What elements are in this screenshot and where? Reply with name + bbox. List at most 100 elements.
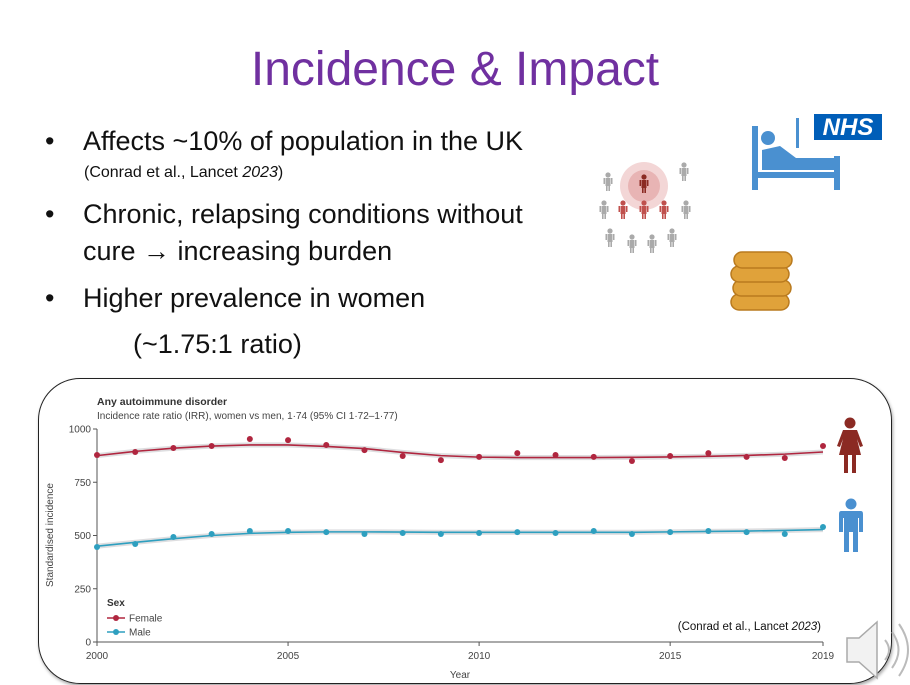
- fit-line-female: [96, 444, 824, 459]
- citation-part: ): [817, 621, 821, 633]
- slide-title: Incidence & Impact: [250, 43, 660, 96]
- citation-suffix: ): [277, 164, 284, 181]
- person-figure: [639, 200, 649, 219]
- chart-frame: [38, 378, 892, 684]
- data-point-male: [552, 529, 559, 536]
- data-point-male: [743, 529, 750, 536]
- data-point-male: [437, 531, 444, 538]
- female-person-icon: [837, 417, 863, 473]
- person-figure: [659, 200, 669, 219]
- data-point-male: [170, 533, 177, 540]
- chart-citation: (Conrad et al., Lancet 2023): [678, 621, 821, 633]
- nhs-logo: [814, 114, 882, 140]
- person-figure: [627, 234, 637, 253]
- data-point-male: [246, 528, 253, 535]
- male-person-icon: [839, 498, 863, 552]
- bullet-dot: •: [45, 199, 55, 229]
- nhs-logo-text: NHS: [823, 114, 874, 141]
- chart-subtitle: Incidence rate ratio (IRR), women vs men…: [97, 411, 398, 422]
- data-point-female: [437, 457, 444, 464]
- data-point-female: [323, 441, 330, 448]
- person-figure: [599, 200, 609, 219]
- fit-line-male: [96, 528, 824, 547]
- bullet-subtext: (~1.75:1 ratio): [133, 329, 302, 359]
- nhs-hospital-bed-icon: NHS: [752, 114, 882, 190]
- data-point-female: [399, 453, 406, 460]
- y-tick-label: 1000: [69, 425, 92, 436]
- data-point-female: [170, 444, 177, 451]
- person-figure: [639, 174, 649, 193]
- y-axis-label: Standardised incidence: [45, 483, 56, 587]
- citation-part: 2023: [791, 621, 818, 633]
- data-point-female: [552, 451, 559, 458]
- x-tick-label: 2005: [277, 651, 300, 662]
- people-network-icon: [599, 162, 691, 253]
- data-point-female: [208, 443, 215, 450]
- data-point-female: [628, 457, 635, 464]
- data-point-female: [476, 453, 483, 460]
- person-figure: [603, 172, 613, 191]
- data-point-female: [285, 437, 292, 444]
- x-tick-label: 2000: [86, 651, 109, 662]
- data-point-male: [132, 541, 139, 548]
- bullet-dot: •: [45, 126, 55, 156]
- person-figure: [667, 228, 677, 247]
- legend-title: Sex: [107, 598, 125, 609]
- data-point-male: [667, 529, 674, 536]
- legend-marker: [113, 615, 119, 621]
- data-point-female: [781, 454, 788, 461]
- data-point-male: [628, 531, 635, 538]
- data-point-female: [743, 453, 750, 460]
- data-point-male: [820, 523, 826, 530]
- data-point-female: [705, 450, 712, 457]
- legend-label: Male: [129, 628, 151, 639]
- data-point-male: [361, 531, 368, 538]
- y-tick-label: 500: [74, 531, 91, 542]
- person-figure: [618, 200, 628, 219]
- data-point-female: [246, 436, 253, 443]
- y-tick-label: 250: [74, 584, 91, 595]
- speaker-icon[interactable]: [845, 618, 910, 685]
- data-point-male: [476, 529, 483, 536]
- person-figure: [681, 200, 691, 219]
- coin-stack-icon: [730, 251, 793, 311]
- data-point-male: [514, 529, 521, 536]
- data-point-female: [590, 453, 597, 460]
- confidence-band-female: [97, 442, 823, 461]
- data-point-female: [94, 451, 100, 458]
- data-point-male: [285, 528, 292, 535]
- citation-text: (Conrad et al., Lancet: [84, 164, 243, 181]
- y-tick-label: 0: [85, 638, 91, 649]
- citation-part: (Conrad et al., Lancet: [678, 621, 792, 633]
- person-figure: [647, 234, 657, 253]
- bullet-text: Higher prevalence in women: [83, 283, 426, 313]
- x-tick-label: 2019: [812, 651, 835, 662]
- data-point-male: [323, 529, 330, 536]
- x-axis-label: Year: [450, 670, 471, 681]
- person-figure: [679, 162, 689, 181]
- bullet-1-citation: (Conrad et al., Lancet 2023): [84, 164, 283, 182]
- data-point-female: [667, 453, 674, 460]
- bullet-dot: •: [45, 283, 55, 313]
- data-point-male: [208, 531, 215, 538]
- data-point-female: [514, 450, 521, 457]
- data-point-female: [820, 443, 826, 450]
- data-point-male: [705, 528, 712, 535]
- person-figure: [605, 228, 615, 247]
- citation-year: 2023: [242, 164, 278, 181]
- legend-marker: [113, 629, 119, 635]
- confidence-band-male: [97, 526, 823, 549]
- bullet-text: Affects ~10% of population in the UK: [83, 126, 524, 156]
- legend-label: Female: [129, 614, 163, 625]
- data-point-male: [399, 529, 406, 536]
- data-point-male: [781, 531, 788, 538]
- chart-title: Any autoimmune disorder: [97, 396, 227, 408]
- data-point-female: [132, 449, 139, 456]
- data-point-male: [94, 544, 100, 551]
- data-point-male: [590, 528, 597, 535]
- bullet-text-line2: cure → increasing burden: [83, 236, 393, 266]
- y-tick-label: 750: [74, 478, 91, 489]
- x-tick-label: 2010: [468, 651, 491, 662]
